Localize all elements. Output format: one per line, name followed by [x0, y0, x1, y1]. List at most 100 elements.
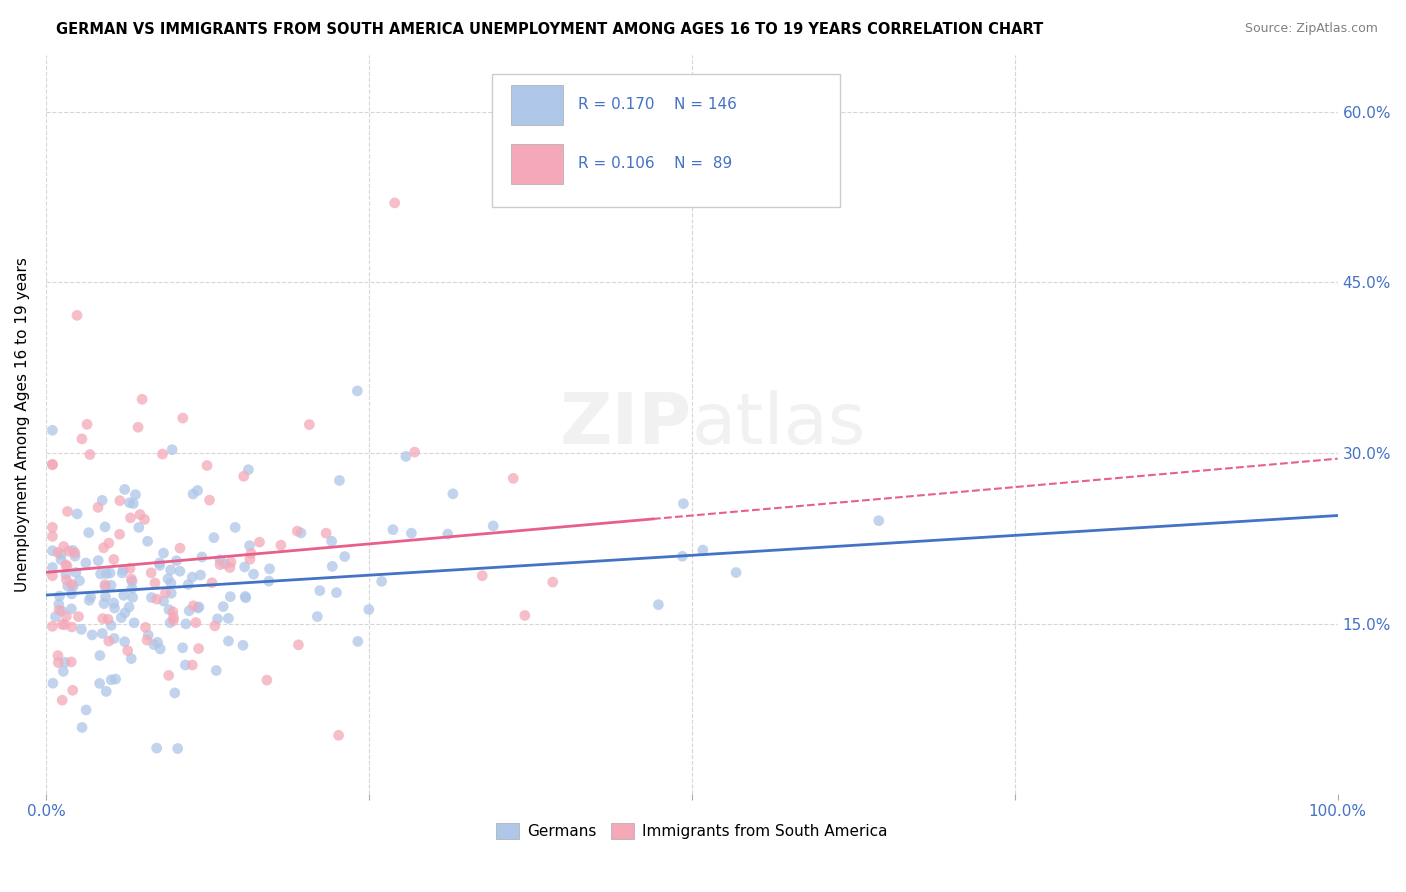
Point	[91, 626, 114, 640]
Point	[75, 556, 97, 570]
Point	[97, 634, 120, 648]
Point	[218, 560, 240, 574]
Point	[647, 598, 669, 612]
Point	[184, 615, 207, 630]
Point	[69, 574, 91, 588]
Point	[51, 604, 73, 618]
Point	[89, 676, 111, 690]
Text: R = 0.170    N = 146: R = 0.170 N = 146	[578, 97, 737, 112]
Point	[235, 591, 257, 605]
Point	[55, 573, 77, 587]
Point	[56, 579, 79, 593]
Point	[218, 634, 240, 648]
Point	[436, 527, 458, 541]
Point	[238, 539, 260, 553]
Point	[162, 614, 184, 628]
Point	[233, 590, 256, 604]
Point	[232, 469, 254, 483]
Point	[111, 566, 134, 580]
Point	[134, 512, 156, 526]
Point	[62, 683, 84, 698]
Point	[53, 617, 76, 632]
Point	[97, 536, 120, 550]
Point	[212, 599, 235, 614]
Point	[94, 520, 117, 534]
Point	[93, 597, 115, 611]
Point	[122, 497, 145, 511]
Point	[41, 458, 63, 472]
Point	[183, 599, 205, 613]
Point	[42, 676, 65, 690]
Point	[187, 483, 209, 498]
Point	[120, 561, 142, 575]
Point	[333, 549, 356, 564]
Point	[60, 620, 83, 634]
Point	[290, 525, 312, 540]
Point	[513, 608, 536, 623]
Legend: Germans, Immigrants from South America: Germans, Immigrants from South America	[491, 817, 894, 846]
Point	[256, 673, 278, 687]
Point	[114, 483, 136, 497]
Point	[121, 582, 143, 596]
Point	[240, 546, 263, 560]
Point	[41, 458, 63, 472]
Point	[60, 602, 83, 616]
Point	[285, 524, 308, 538]
Point	[75, 703, 97, 717]
Point	[174, 658, 197, 673]
Point	[209, 558, 232, 572]
Point	[160, 442, 183, 457]
Point	[136, 534, 159, 549]
Point	[62, 543, 84, 558]
Point	[201, 575, 224, 590]
Point	[692, 543, 714, 558]
Point	[148, 556, 170, 570]
Point	[63, 549, 86, 563]
Point	[49, 548, 72, 562]
Point	[41, 568, 63, 582]
Point	[165, 554, 187, 568]
Point	[187, 601, 209, 615]
Point	[204, 619, 226, 633]
Point	[191, 549, 214, 564]
Point	[159, 615, 181, 630]
Point	[868, 514, 890, 528]
Point	[219, 555, 242, 569]
Point	[187, 599, 209, 614]
Point	[46, 656, 69, 670]
Point	[181, 487, 204, 501]
Point	[139, 566, 162, 580]
Point	[55, 609, 77, 624]
Point	[60, 577, 83, 591]
Point	[724, 566, 747, 580]
Point	[112, 563, 135, 577]
Text: ZIP: ZIP	[560, 390, 692, 459]
Point	[70, 623, 93, 637]
Point	[146, 635, 169, 649]
Point	[381, 523, 404, 537]
Point	[157, 602, 180, 616]
Point	[103, 601, 125, 615]
Point	[51, 693, 73, 707]
Point	[181, 570, 204, 584]
Point	[100, 618, 122, 632]
Point	[395, 450, 418, 464]
Point	[117, 643, 139, 657]
Point	[172, 411, 194, 425]
Point	[287, 638, 309, 652]
Point	[249, 535, 271, 549]
Point	[91, 611, 114, 625]
Point	[166, 741, 188, 756]
Point	[270, 538, 292, 552]
Point	[257, 574, 280, 588]
Point	[157, 572, 180, 586]
Point	[384, 195, 406, 210]
Point	[162, 610, 184, 624]
Point	[44, 609, 66, 624]
Point	[745, 82, 768, 96]
Point	[48, 597, 70, 611]
Point	[41, 560, 63, 574]
Point	[76, 417, 98, 432]
Point	[169, 564, 191, 578]
Point	[100, 673, 122, 687]
